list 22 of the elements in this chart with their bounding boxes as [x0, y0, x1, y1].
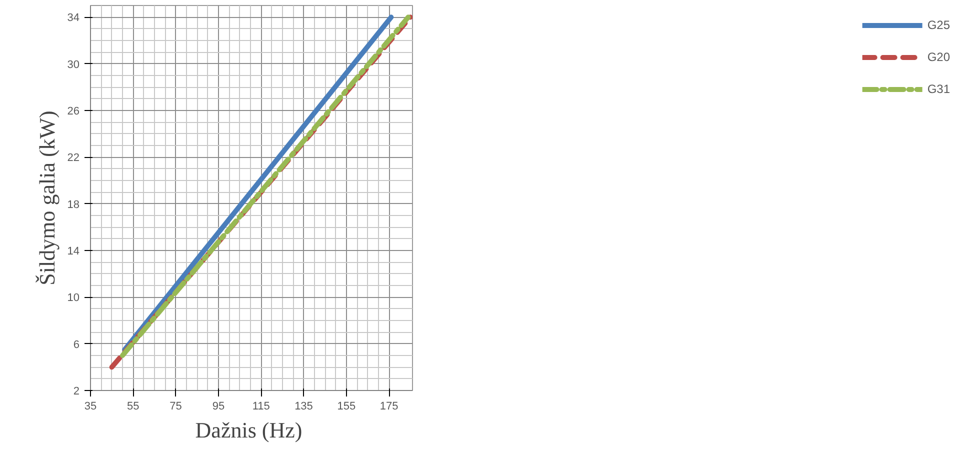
x-tick-label: 95 [212, 400, 225, 412]
y-tick-label: 22 [67, 152, 80, 164]
y-tick-label: 30 [67, 58, 80, 71]
y-tick-label: 34 [67, 12, 80, 24]
y-tick-label: 10 [67, 292, 80, 304]
y-tick-label: 26 [67, 106, 80, 118]
y-tick-label: 18 [67, 198, 80, 211]
y-tick-label: 2 [73, 386, 80, 398]
legend-label: G25 [927, 18, 950, 32]
x-tick-label: 135 [294, 400, 313, 412]
y-axis-title: Šildymo galia (kW) [34, 110, 60, 286]
x-tick-label: 155 [337, 400, 356, 412]
legend-label: G20 [927, 50, 950, 64]
legend-label: G31 [927, 82, 950, 96]
x-axis-title: Dažnis (Hz) [195, 418, 302, 442]
x-tick-label: 75 [170, 400, 182, 412]
y-tick-label: 14 [67, 246, 80, 258]
x-tick-label: 55 [127, 400, 140, 412]
x-tick-label: 115 [252, 400, 270, 412]
y-tick-label: 6 [73, 338, 80, 351]
x-tick-label: 35 [84, 400, 97, 412]
x-tick-label: 175 [380, 400, 398, 412]
